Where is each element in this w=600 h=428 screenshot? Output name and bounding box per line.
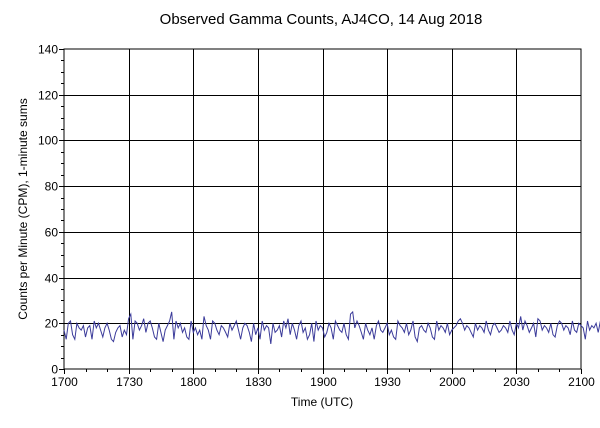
x-axis: 1700 1730 1800 1830 1900 1930 2000 2030 2100 (51, 369, 595, 389)
x-tick-label: 2030 (503, 375, 530, 389)
x-tick-label: 1930 (374, 375, 401, 389)
y-tick-label: 100 (38, 134, 58, 148)
y-tick-label: 120 (38, 89, 58, 103)
x-tick-label: 1900 (310, 375, 337, 389)
plot-area-frame (63, 48, 582, 370)
y-tick-label: 140 (38, 43, 58, 57)
x-axis-label: Time (UTC) (291, 395, 353, 409)
y-tick-label: 0 (51, 363, 58, 377)
y-axis: 0 20 40 60 80 100 120 140 (38, 43, 64, 377)
y-tick-label: 60 (45, 226, 59, 240)
x-tick-label: 1830 (245, 375, 272, 389)
x-tick-label: 1730 (116, 375, 143, 389)
y-tick-label: 40 (45, 272, 59, 286)
x-tick-label: 1800 (180, 375, 207, 389)
chart-title: Observed Gamma Counts, AJ4CO, 14 Aug 201… (160, 11, 483, 28)
y-tick-label: 80 (45, 180, 59, 194)
y-tick-label: 20 (45, 317, 59, 331)
x-tick-label: 2100 (568, 375, 595, 389)
x-tick-label: 2000 (439, 375, 466, 389)
y-axis-label: Counts per Minute (CPM), 1-minute sums (16, 98, 30, 319)
grid (64, 49, 581, 369)
series-line-gamma-counts (63, 310, 600, 344)
x-tick-label: 1700 (51, 375, 78, 389)
